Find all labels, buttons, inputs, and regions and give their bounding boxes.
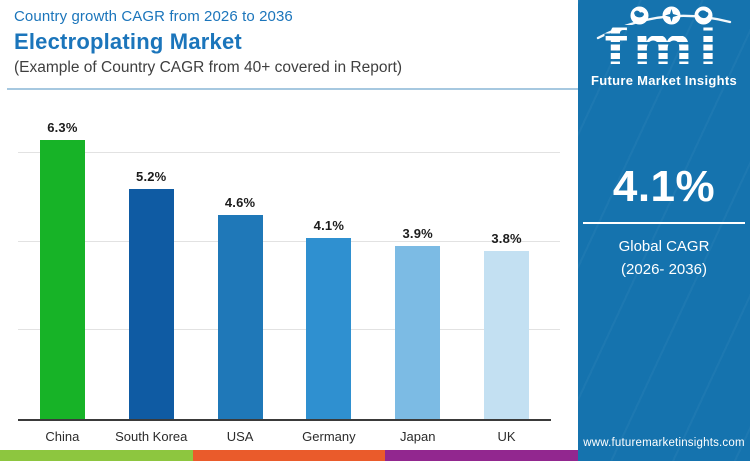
bar-slot-japan: 3.9% [373,120,462,419]
category-label-japan: Japan [400,429,436,444]
bar-value-label-uk: 3.8% [491,230,522,246]
bar-value-label-china: 6.3% [47,120,78,136]
bar-china [39,140,85,419]
brand-panel: fmi Future Market Insights 4.1% Global C… [578,0,750,461]
global-cagr-label-line2: (2026- 2036) [621,260,707,278]
category-label-usa: USA [226,429,254,444]
website-link[interactable]: www.futuremarketinsights.com [583,437,745,449]
category-label-china: China [45,429,80,444]
chart-kicker: Country growth CAGR from 2026 to 2036 [14,8,293,25]
logo-caption: Future Market Insights [590,73,737,88]
bar-slot-uk: 3.8% [462,120,551,419]
footer-stripe-segment-2 [192,450,386,461]
bar-japan [395,246,441,419]
chart-header: Country growth CAGR from 2026 to 2036 El… [14,8,564,77]
logo-text-wrap: fmi [604,19,724,73]
bar-value-label-south-korea: 5.2% [136,168,167,184]
bar-slot-china: 6.3% [18,120,107,419]
global-cagr-value: 4.1% [612,162,716,211]
footer-stripe-segment-1 [0,450,193,461]
bars-container: 6.3% 5.2% 4.6% 4.1% 3.9% 3.8% [18,120,551,419]
bar-chart: 6.3% 5.2% 4.6% 4.1% 3.9% 3.8% [18,120,560,421]
bar-usa [217,215,263,419]
bar-germany [306,237,352,419]
bar-uk [484,250,530,419]
bar-value-label-germany: 4.1% [313,217,345,233]
footer-stripe [0,450,579,461]
category-axis: China South Korea USA Germany Japan UK [18,429,551,444]
page-title: Electroplating Market [14,29,242,54]
gridline-4pct [18,240,560,242]
global-cagr-label: Global CAGR (2026- 2036) [578,236,750,281]
chart-subtitle: (Example of Country CAGR from 40+ covere… [14,59,403,76]
logo-stripes [604,19,724,73]
header-divider [7,88,578,90]
category-label-uk: UK [497,429,516,444]
gridline-2pct [18,329,560,331]
bar-slot-south-korea: 5.2% [107,120,196,419]
bar-south-korea [128,188,174,419]
global-cagr-label-line1: Global CAGR [618,238,710,255]
global-cagr-block: 4.1% Global CAGR (2026- 2036) [578,162,750,281]
bar-value-label-usa: 4.6% [224,195,256,211]
bar-slot-usa: 4.6% [196,120,285,419]
gridline-6pct [18,152,560,154]
category-label-germany: Germany [302,429,356,444]
stat-divider [583,222,745,224]
bar-slot-germany: 4.1% [284,120,373,419]
footer-stripe-segment-3 [385,450,579,461]
fmi-logo: fmi Future Market Insights [578,6,750,88]
category-label-south-korea: South Korea [115,429,188,444]
bar-value-label-japan: 3.9% [402,226,433,242]
